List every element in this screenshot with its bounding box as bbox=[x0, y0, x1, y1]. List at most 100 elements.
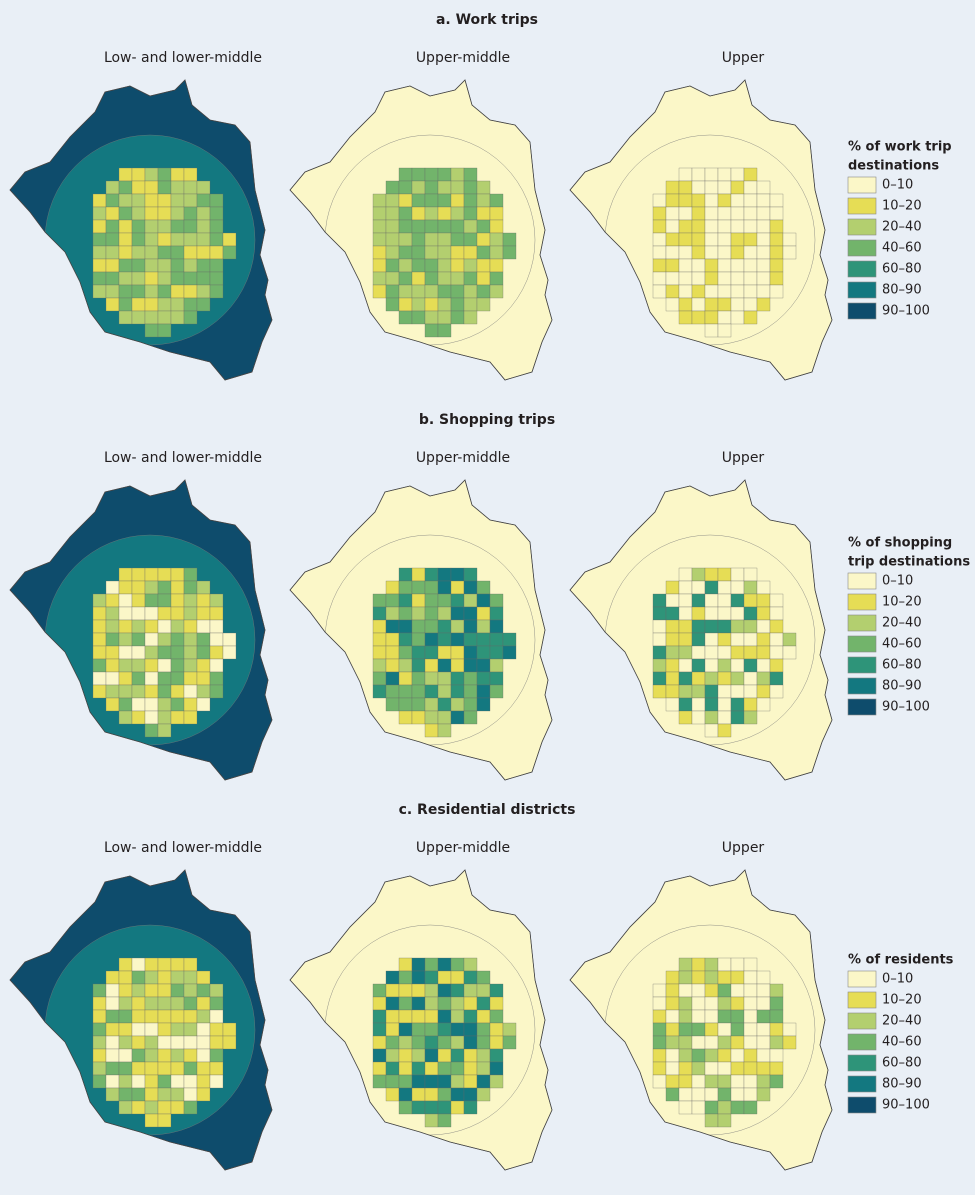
district bbox=[398, 1022, 413, 1037]
district bbox=[183, 658, 198, 673]
district bbox=[463, 180, 478, 195]
district bbox=[704, 983, 719, 998]
district bbox=[131, 310, 146, 325]
district bbox=[144, 297, 159, 312]
district bbox=[717, 710, 732, 725]
district bbox=[92, 671, 107, 686]
district bbox=[183, 1061, 198, 1076]
district bbox=[157, 284, 172, 299]
district bbox=[476, 232, 491, 247]
district bbox=[424, 310, 439, 325]
district bbox=[385, 180, 400, 195]
district bbox=[450, 710, 465, 725]
district bbox=[691, 606, 706, 621]
district bbox=[92, 1022, 107, 1037]
district bbox=[209, 1061, 224, 1076]
district bbox=[196, 632, 211, 647]
district bbox=[209, 632, 224, 647]
district bbox=[183, 697, 198, 712]
district bbox=[424, 671, 439, 686]
district bbox=[463, 1022, 478, 1037]
district bbox=[665, 232, 680, 247]
district bbox=[398, 1087, 413, 1102]
district bbox=[678, 180, 693, 195]
district bbox=[756, 983, 771, 998]
district bbox=[476, 593, 491, 608]
district bbox=[92, 284, 107, 299]
district bbox=[372, 1074, 387, 1089]
district bbox=[170, 983, 185, 998]
map-outline bbox=[289, 479, 553, 781]
district bbox=[144, 658, 159, 673]
district bbox=[730, 710, 745, 725]
district bbox=[691, 1100, 706, 1115]
district bbox=[170, 606, 185, 621]
district bbox=[743, 567, 758, 582]
district bbox=[183, 567, 198, 582]
district bbox=[424, 1022, 439, 1037]
district bbox=[450, 593, 465, 608]
district bbox=[769, 684, 784, 699]
district bbox=[437, 1048, 452, 1063]
district bbox=[437, 193, 452, 208]
districts bbox=[324, 924, 536, 1136]
district bbox=[372, 284, 387, 299]
district bbox=[769, 219, 784, 234]
district bbox=[424, 658, 439, 673]
district bbox=[691, 258, 706, 273]
district bbox=[424, 206, 439, 221]
district bbox=[678, 232, 693, 247]
district bbox=[105, 219, 120, 234]
district bbox=[157, 606, 172, 621]
district bbox=[665, 1009, 680, 1024]
district bbox=[105, 206, 120, 221]
district bbox=[372, 632, 387, 647]
district bbox=[170, 1087, 185, 1102]
district bbox=[170, 1100, 185, 1115]
district bbox=[170, 1009, 185, 1024]
district bbox=[476, 671, 491, 686]
district bbox=[463, 697, 478, 712]
district bbox=[769, 671, 784, 686]
district bbox=[476, 1009, 491, 1024]
district bbox=[144, 996, 159, 1011]
district bbox=[183, 258, 198, 273]
district bbox=[411, 1035, 426, 1050]
district bbox=[157, 1009, 172, 1024]
districts bbox=[44, 924, 256, 1136]
column-label: Low- and lower-middle bbox=[104, 450, 262, 466]
district bbox=[476, 970, 491, 985]
district bbox=[476, 580, 491, 595]
district bbox=[411, 957, 426, 972]
district bbox=[678, 632, 693, 647]
district bbox=[450, 271, 465, 286]
district bbox=[691, 206, 706, 221]
legend-title: destinations bbox=[848, 159, 939, 174]
district bbox=[157, 323, 172, 338]
district bbox=[691, 645, 706, 660]
district bbox=[691, 1009, 706, 1024]
district bbox=[678, 619, 693, 634]
district bbox=[450, 645, 465, 660]
district bbox=[704, 580, 719, 595]
district bbox=[424, 996, 439, 1011]
district bbox=[730, 970, 745, 985]
district bbox=[665, 619, 680, 634]
district bbox=[144, 567, 159, 582]
district bbox=[157, 645, 172, 660]
district bbox=[196, 1009, 211, 1024]
district bbox=[144, 710, 159, 725]
district bbox=[756, 671, 771, 686]
district bbox=[157, 996, 172, 1011]
district bbox=[691, 1048, 706, 1063]
district bbox=[144, 1087, 159, 1102]
district bbox=[704, 1074, 719, 1089]
district bbox=[665, 970, 680, 985]
district bbox=[704, 297, 719, 312]
district bbox=[131, 219, 146, 234]
district bbox=[769, 645, 784, 660]
district bbox=[92, 1009, 107, 1024]
district bbox=[437, 723, 452, 738]
district bbox=[105, 996, 120, 1011]
district bbox=[92, 645, 107, 660]
